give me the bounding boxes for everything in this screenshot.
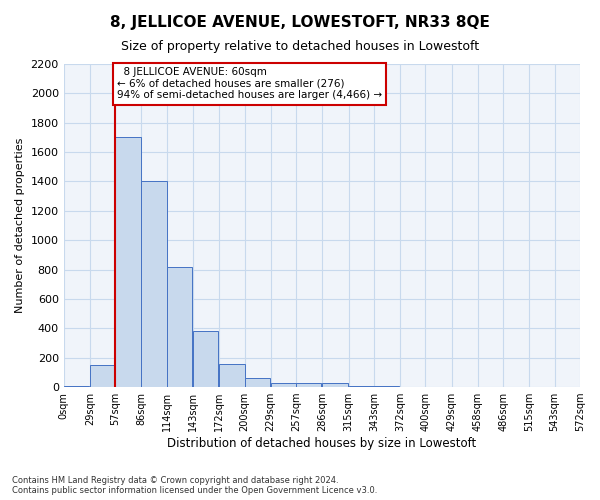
Bar (193, 332, 218, 387)
Bar (167, 266, 192, 387)
X-axis label: Distribution of detached houses by size in Lowestoft: Distribution of detached houses by size … (167, 437, 476, 450)
Text: 8 JELLICOE AVENUE: 60sqm  
← 6% of detached houses are smaller (276)
94% of semi: 8 JELLICOE AVENUE: 60sqm ← 6% of detache… (117, 67, 382, 100)
Bar (245, 378, 270, 387)
Bar (271, 382, 296, 387)
Bar (90, 365, 115, 387)
Bar (349, 386, 374, 387)
Text: Size of property relative to detached houses in Lowestoft: Size of property relative to detached ho… (121, 40, 479, 53)
Bar (142, 182, 167, 387)
Bar (64, 386, 89, 387)
Bar (115, 138, 140, 387)
Text: 8, JELLICOE AVENUE, LOWESTOFT, NR33 8QE: 8, JELLICOE AVENUE, LOWESTOFT, NR33 8QE (110, 15, 490, 30)
Bar (296, 384, 322, 387)
Bar (322, 384, 347, 387)
Y-axis label: Number of detached properties: Number of detached properties (15, 138, 25, 313)
Bar (374, 386, 399, 387)
Text: Contains HM Land Registry data © Crown copyright and database right 2024.
Contai: Contains HM Land Registry data © Crown c… (12, 476, 377, 495)
Bar (219, 364, 245, 387)
